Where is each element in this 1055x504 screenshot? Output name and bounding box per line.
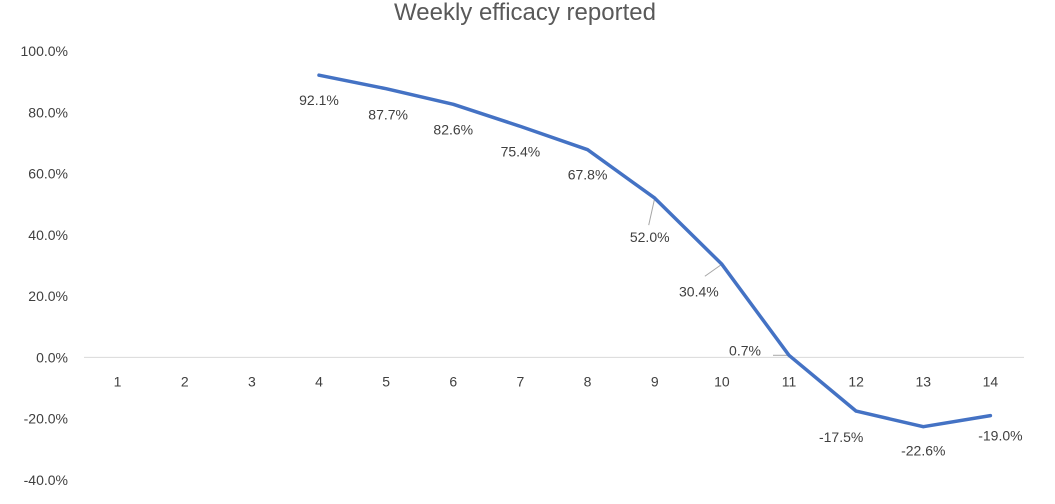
x-tick-label: 12 (848, 373, 864, 389)
leader-line (704, 263, 723, 277)
x-tick-label: 11 (782, 373, 797, 389)
data-label: -19.0% (978, 428, 1022, 444)
y-tick-label: -20.0% (24, 411, 68, 427)
data-label: 67.8% (568, 167, 608, 183)
x-axis-labels: 1 2 3 4 5 6 7 8 9 10 11 12 13 14 (114, 373, 999, 389)
leader-lines (648, 197, 789, 356)
x-tick-label: 14 (983, 373, 999, 389)
x-tick-label: 4 (315, 373, 323, 389)
series-line (317, 73, 993, 429)
y-axis-labels: 100.0% 80.0% 60.0% 40.0% 20.0% 0.0% -20.0% -40.… (21, 43, 68, 488)
data-label: -17.5% (819, 429, 863, 445)
y-tick-label: 40.0% (28, 227, 68, 243)
y-tick-label: 0.0% (36, 349, 68, 365)
x-tick-label: 7 (517, 373, 525, 389)
data-label: 82.6% (433, 121, 473, 137)
y-tick-label: 60.0% (28, 166, 68, 182)
x-tick-label: 8 (584, 373, 592, 389)
data-labels: 92.1% 87.7% 82.6% 75.4% 67.8% 52.0% 30.4% 0.7% -… (299, 92, 1022, 458)
x-tick-label: 6 (449, 373, 457, 389)
x-tick-label: 3 (248, 373, 256, 389)
data-label: 75.4% (501, 143, 541, 159)
y-tick-label: 80.0% (28, 104, 68, 120)
x-tick-label: 9 (651, 373, 659, 389)
leader-line (648, 197, 656, 226)
x-tick-label: 5 (382, 373, 390, 389)
chart-title: Weekly efficacy reported (394, 0, 656, 26)
data-label: -22.6% (901, 443, 945, 459)
x-tick-label: 2 (181, 373, 189, 389)
y-tick-label: 20.0% (28, 288, 68, 304)
data-label: 0.7% (729, 342, 761, 358)
data-label: 30.4% (679, 283, 719, 299)
x-tick-label: 13 (915, 373, 931, 389)
y-tick-label: -40.0% (24, 472, 68, 488)
x-tick-label: 10 (714, 373, 730, 389)
data-label: 92.1% (299, 92, 339, 108)
data-label: 87.7% (368, 107, 408, 123)
y-tick-label: 100.0% (21, 43, 68, 59)
data-label: 52.0% (630, 229, 670, 245)
x-tick-label: 1 (114, 373, 122, 389)
